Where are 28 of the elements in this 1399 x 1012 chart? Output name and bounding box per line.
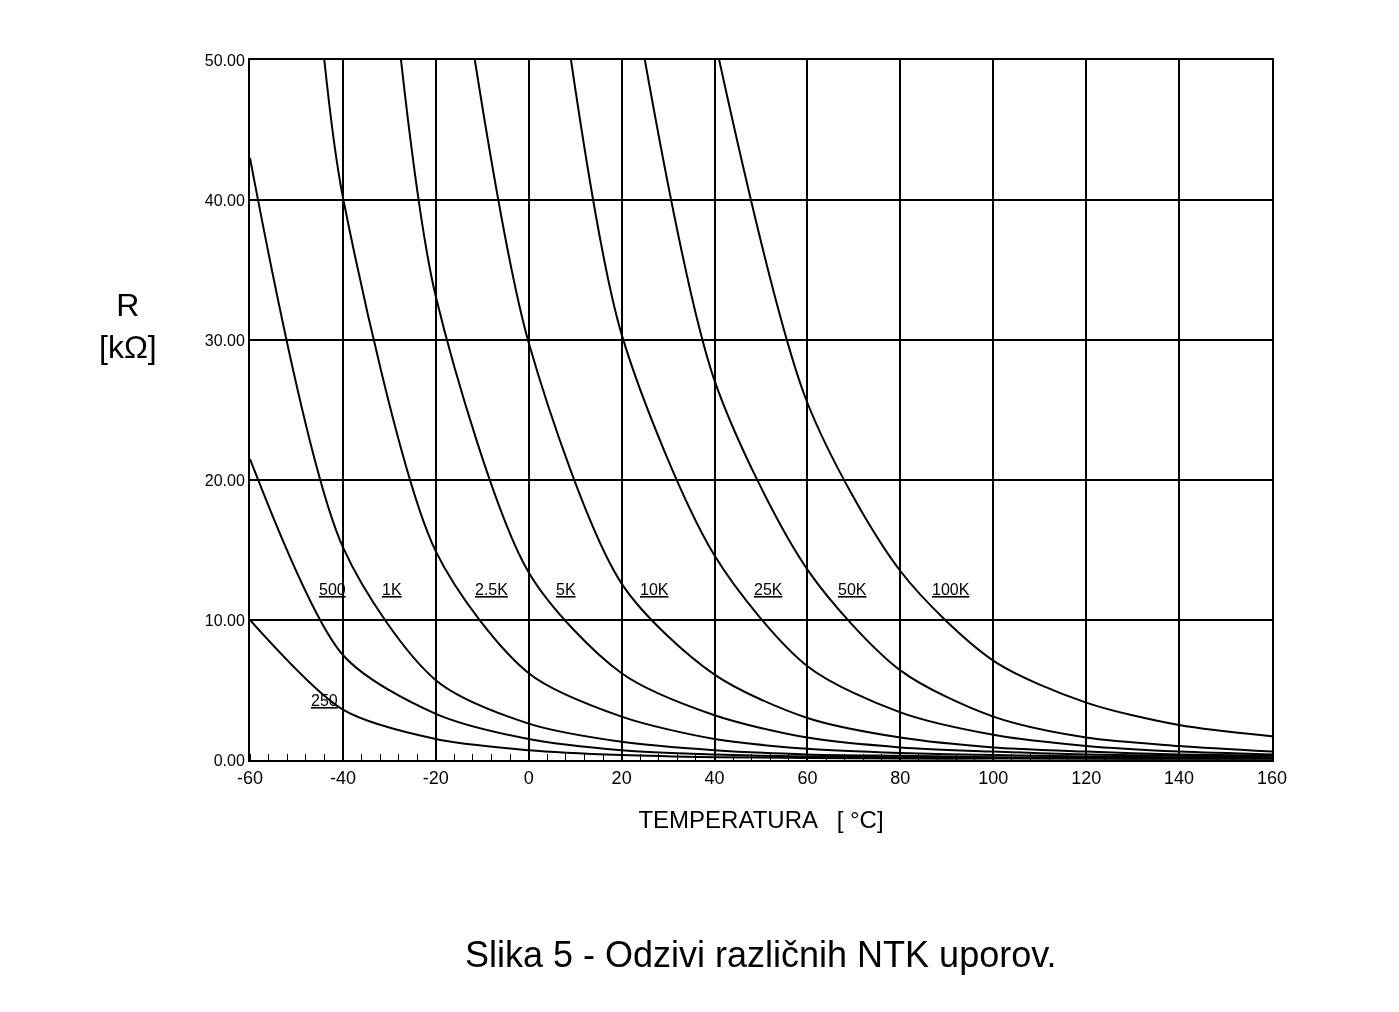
- x-tick-label: 80: [890, 767, 911, 788]
- x-tick-label: 160: [1256, 767, 1288, 788]
- x-tick-label: -60: [236, 767, 264, 788]
- x-tick-label: 60: [797, 767, 818, 788]
- x-tick-label: -20: [422, 767, 449, 788]
- series-label: 2.5K: [475, 581, 509, 598]
- series-label: 10K: [640, 581, 669, 598]
- x-tick-label: 40: [704, 767, 725, 788]
- text: Slika 5 - Odzivi različnih NTK uporov.: [465, 934, 1057, 975]
- series-label: 1K: [382, 581, 402, 598]
- y-tick-label: 50.00: [204, 51, 245, 69]
- y-tick-label: 10.00: [204, 611, 245, 629]
- x-tick-label: 20: [611, 767, 632, 788]
- y-tick-label: 20.00: [204, 471, 245, 489]
- x-tick-label: 140: [1164, 767, 1195, 788]
- y-tick-label: 0.00: [213, 751, 245, 769]
- y-axis-title: R [kΩ]: [99, 287, 157, 365]
- x-axis-title: TEMPERATURA [ °C]: [638, 806, 884, 834]
- y-tick-label: 40.00: [204, 191, 245, 209]
- series-label: 100K: [932, 581, 970, 598]
- x-tick-label: 100: [978, 767, 1009, 788]
- series-label: 50K: [838, 581, 867, 598]
- series-label: 25K: [754, 581, 783, 598]
- x-tick-label: 120: [1071, 767, 1102, 788]
- x-tick-label: 0: [523, 767, 534, 788]
- series-label: 5K: [556, 581, 576, 598]
- y-tick-label: 30.00: [204, 331, 245, 349]
- x-tick-label: -40: [329, 767, 356, 788]
